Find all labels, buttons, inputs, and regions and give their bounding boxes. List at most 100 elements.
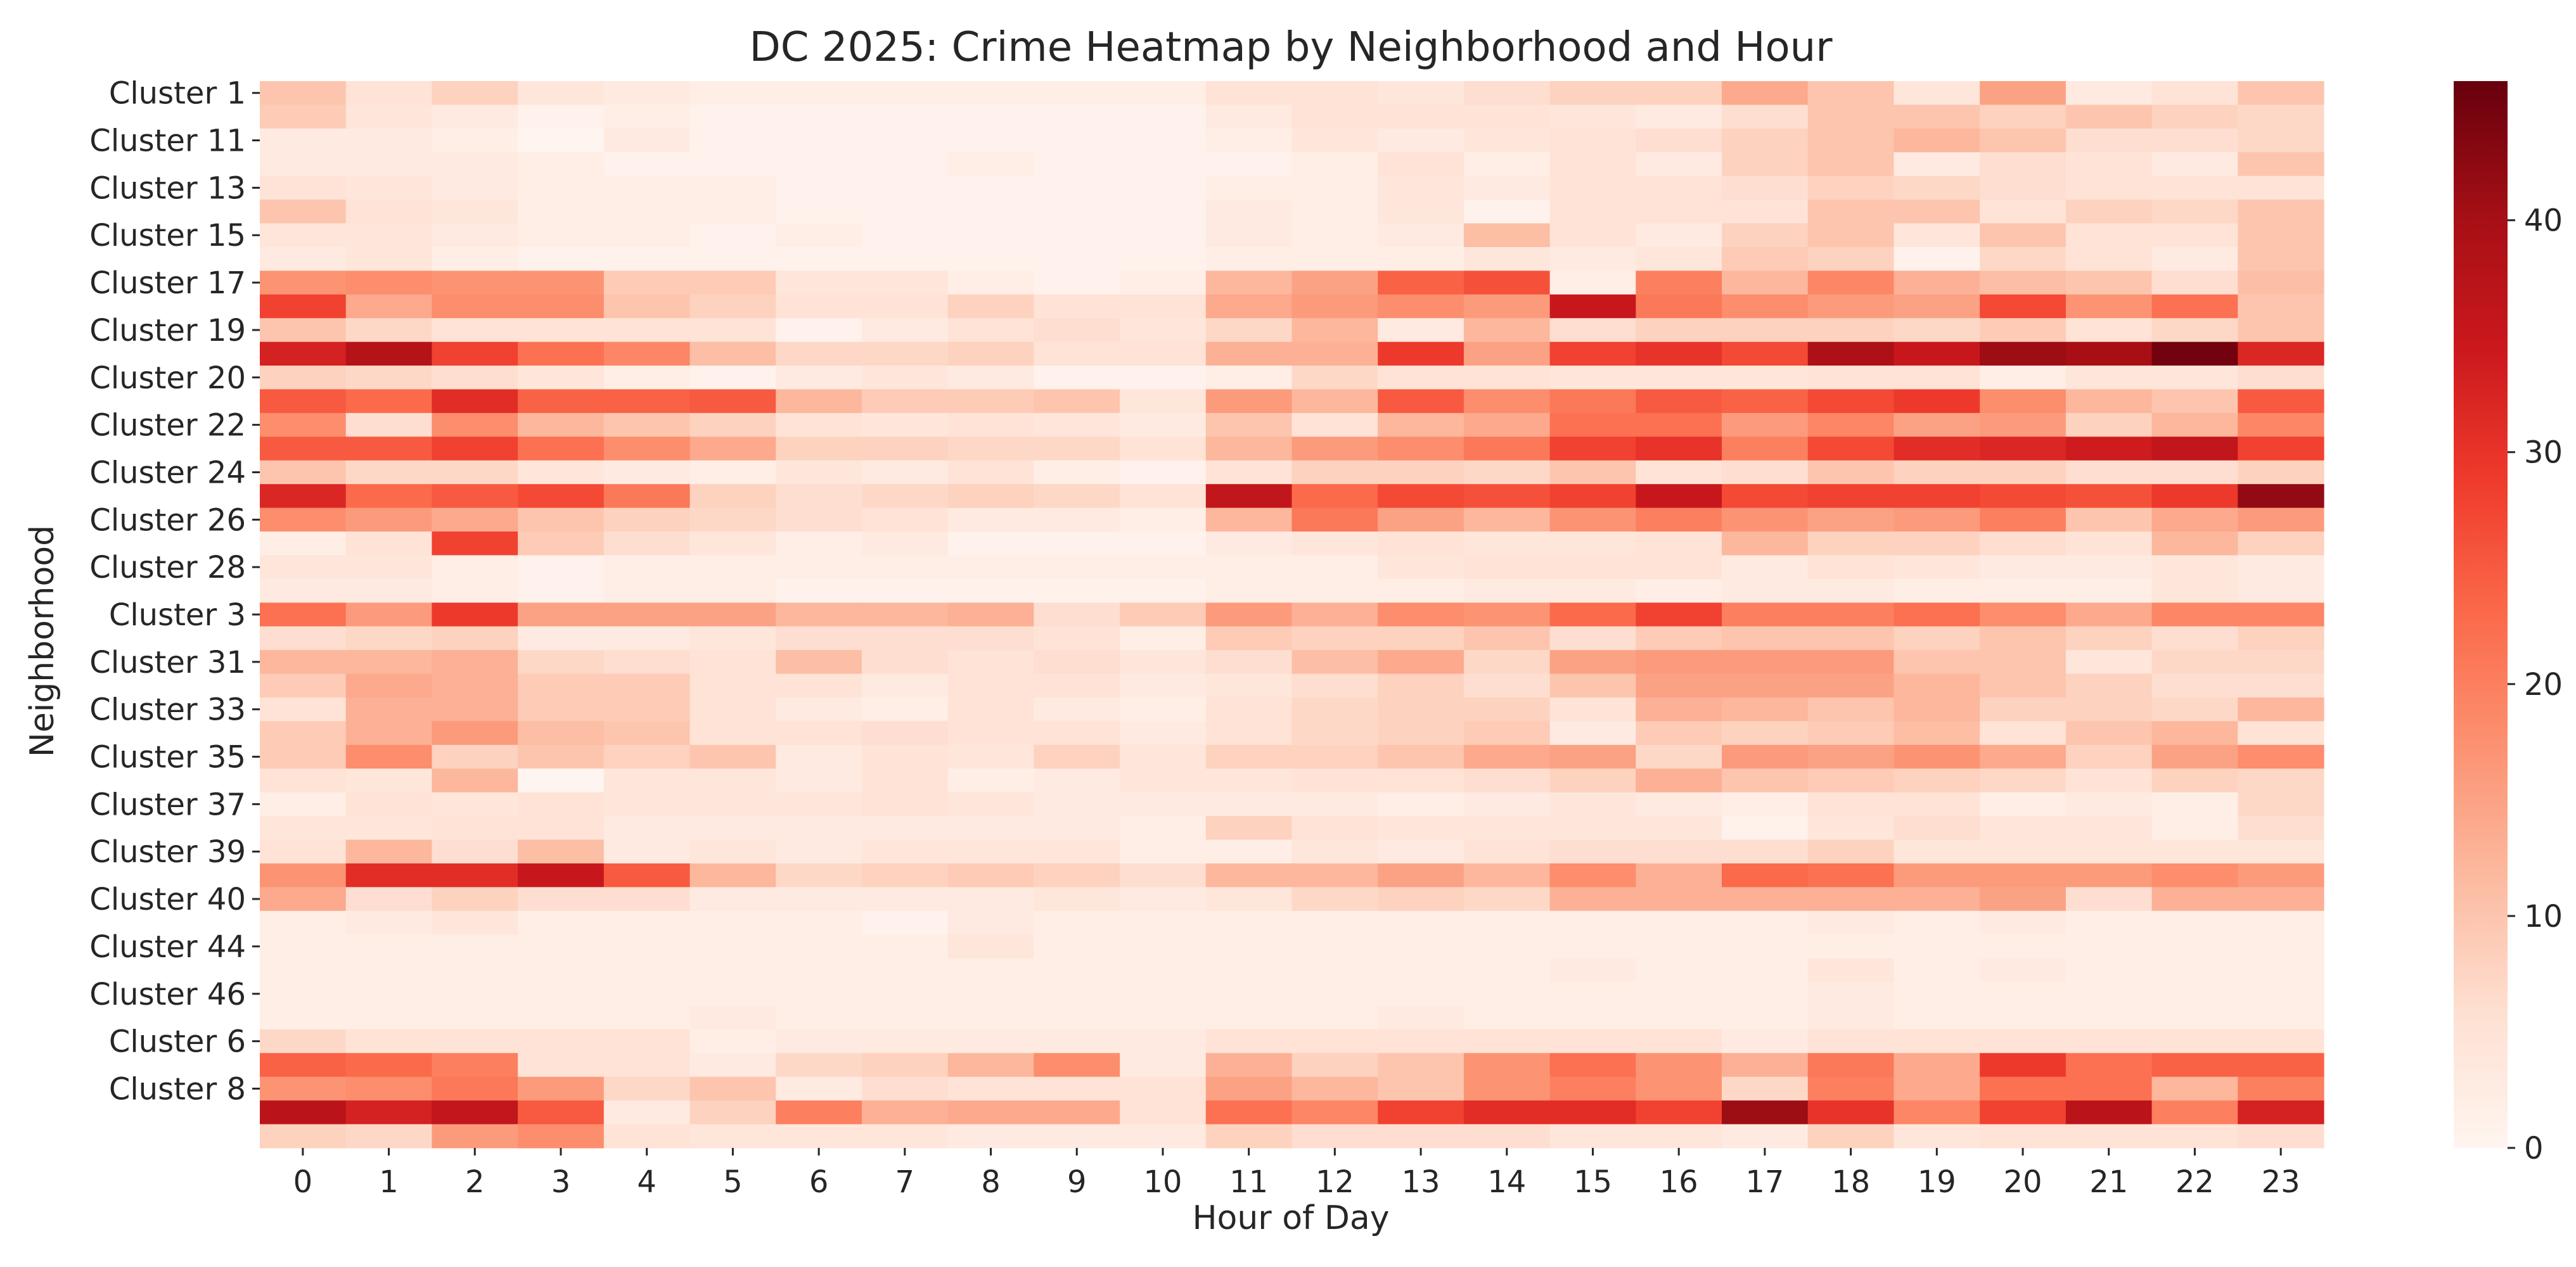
heatmap-cell	[2151, 792, 2238, 817]
heatmap-cell	[861, 1029, 949, 1054]
heatmap-cell	[2151, 721, 2238, 746]
heatmap-cell	[1205, 816, 1293, 841]
heatmap-cell	[518, 816, 605, 841]
heatmap-cell	[1980, 721, 2067, 746]
heatmap-cell	[1549, 721, 1636, 746]
heatmap-cell	[1636, 1076, 1722, 1101]
heatmap-cell	[1980, 1076, 2067, 1101]
heatmap-cell	[432, 863, 518, 888]
heatmap-cell	[1807, 602, 1895, 627]
heatmap-cell	[2151, 436, 2238, 461]
heatmap-cell	[1291, 175, 1378, 200]
heatmap-cell	[1205, 318, 1293, 343]
heatmap-cell	[1120, 484, 1207, 509]
heatmap-cell	[776, 460, 862, 485]
heatmap-cell	[2151, 578, 2238, 603]
heatmap-cell	[2238, 792, 2324, 817]
heatmap-cell	[1291, 532, 1378, 556]
heatmap-cell	[603, 152, 691, 177]
heatmap-cell	[1980, 934, 2067, 959]
heatmap-cell	[2151, 175, 2238, 200]
heatmap-cell	[947, 152, 1034, 177]
heatmap-cell	[1980, 460, 2067, 485]
heatmap-cell	[1120, 389, 1207, 414]
heatmap-cell	[1291, 555, 1378, 580]
heatmap-cell	[1378, 271, 1464, 295]
heatmap-cell	[2238, 602, 2324, 627]
heatmap-cell	[947, 887, 1034, 912]
heatmap-cell	[518, 341, 605, 366]
heatmap-cell	[432, 721, 518, 746]
heatmap-cell	[776, 934, 862, 959]
heatmap-cell	[1894, 721, 1980, 746]
heatmap-cell	[1205, 934, 1293, 959]
heatmap-cell	[1980, 223, 2067, 248]
chart-title: DC 2025: Crime Heatmap by Neighborhood a…	[749, 24, 1833, 71]
heatmap-cell	[518, 294, 605, 319]
heatmap-cell	[1378, 721, 1464, 746]
heatmap-cell	[1722, 982, 1809, 1007]
heatmap-cell	[2065, 436, 2153, 461]
heatmap-cell	[260, 697, 347, 722]
heatmap-cell	[1120, 1100, 1207, 1125]
heatmap-cell	[345, 697, 433, 722]
heatmap-cell	[1807, 460, 1895, 485]
heatmap-cell	[432, 1029, 518, 1054]
heatmap-cell	[1463, 318, 1551, 343]
heatmap-cell	[1120, 910, 1207, 935]
heatmap-cell	[1549, 626, 1636, 651]
heatmap-cell	[1980, 1053, 2067, 1078]
heatmap-cell	[518, 578, 605, 603]
heatmap-cell	[2151, 1124, 2238, 1149]
heatmap-cell	[345, 768, 433, 793]
heatmap-cell	[947, 768, 1034, 793]
heatmap-cell	[1807, 839, 1895, 864]
heatmap-cell	[1807, 294, 1895, 319]
heatmap-cell	[1120, 460, 1207, 485]
heatmap-cell	[260, 934, 347, 959]
heatmap-cell	[2065, 200, 2153, 224]
heatmap-cell	[947, 436, 1034, 461]
heatmap-cell	[1378, 294, 1464, 319]
heatmap-cell	[2238, 460, 2324, 485]
heatmap-cell	[861, 532, 949, 556]
heatmap-cell	[947, 318, 1034, 343]
heatmap-cell	[2151, 128, 2238, 153]
heatmap-cell	[1807, 1124, 1895, 1149]
heatmap-cell	[1549, 1100, 1636, 1125]
y-axis-ticks: Cluster 1 Cluster 11 Cluster 13 Cluster 15 C…	[89, 76, 260, 1107]
heatmap-cell	[1722, 389, 1809, 414]
heatmap-cell	[776, 532, 862, 556]
heatmap-cell	[518, 412, 605, 437]
heatmap-cell	[2238, 1076, 2324, 1101]
heatmap-cell	[1807, 934, 1895, 959]
heatmap-cell	[2238, 200, 2324, 224]
heatmap-cell	[1980, 105, 2067, 129]
heatmap-cell	[432, 294, 518, 319]
heatmap-cell	[1636, 721, 1722, 746]
heatmap-cell	[603, 887, 691, 912]
heatmap-cell	[260, 1100, 347, 1125]
heatmap-cell	[2065, 152, 2153, 177]
heatmap-cell	[1980, 1100, 2067, 1125]
heatmap-cell	[861, 982, 949, 1007]
heatmap-cell	[345, 744, 433, 769]
heatmap-cell	[947, 910, 1034, 935]
heatmap-cell	[2151, 81, 2238, 106]
heatmap-cell	[1205, 650, 1293, 675]
colorbar-tick-label: 20	[2524, 667, 2563, 703]
heatmap-cell	[1291, 223, 1378, 248]
heatmap-cell	[1120, 958, 1207, 983]
heatmap-cell	[2151, 1005, 2238, 1030]
heatmap-cell	[1894, 887, 1980, 912]
heatmap-cell	[689, 532, 776, 556]
heatmap-cell	[1205, 839, 1293, 864]
heatmap-cell	[947, 271, 1034, 295]
heatmap-cell	[1291, 412, 1378, 437]
x-tick-label: 15	[1573, 1164, 1612, 1200]
heatmap-cell	[1034, 246, 1120, 271]
heatmap-cell	[689, 412, 776, 437]
heatmap-cell	[518, 768, 605, 793]
heatmap-cell	[2151, 697, 2238, 722]
heatmap-cell	[1549, 863, 1636, 888]
